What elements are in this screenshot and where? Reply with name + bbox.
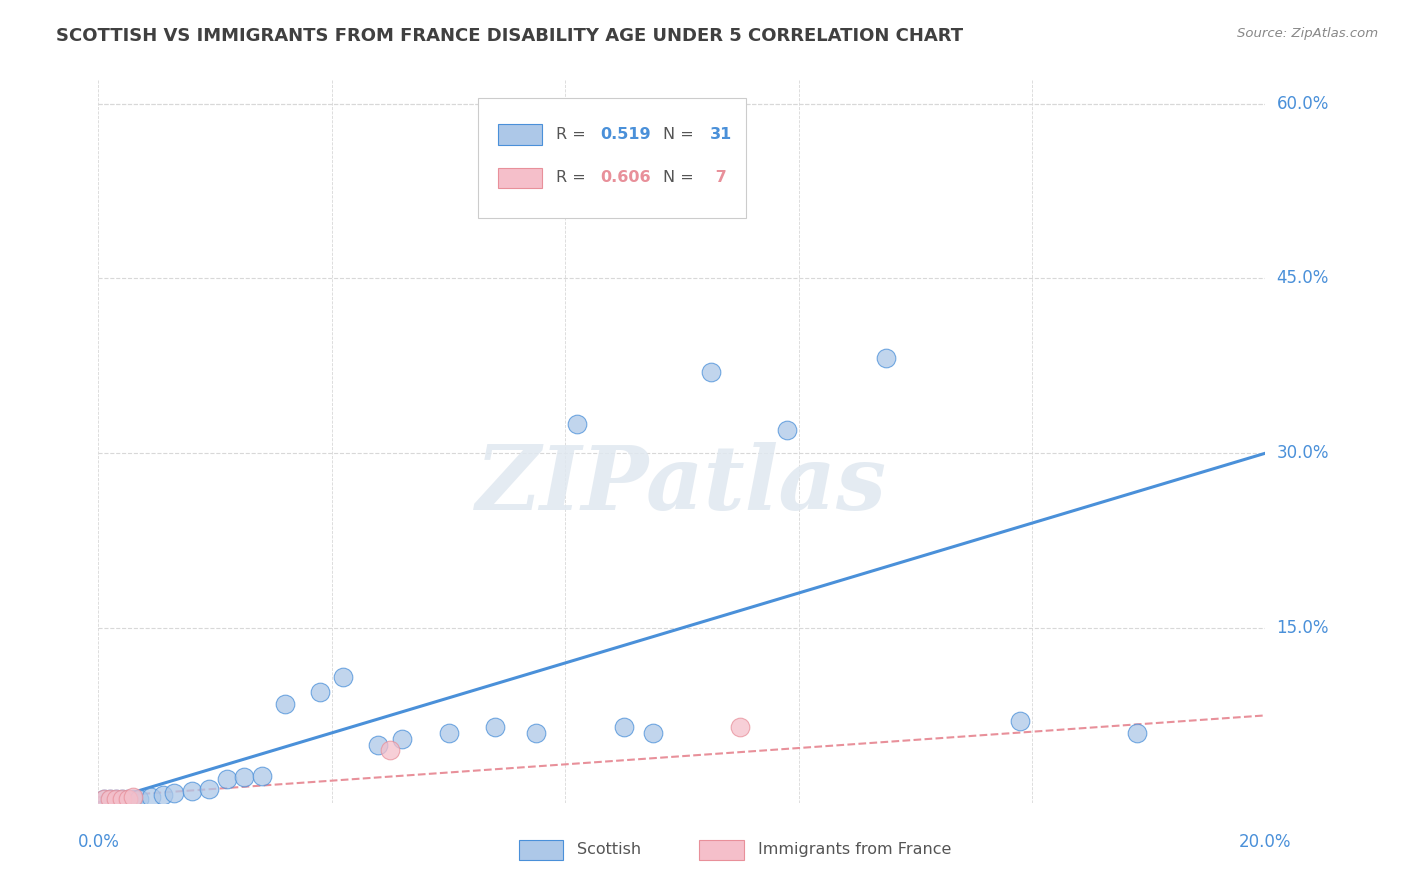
Point: [875, 351, 897, 365]
Text: R =: R =: [555, 127, 591, 142]
Text: 0.606: 0.606: [600, 170, 651, 186]
Point: [163, 787, 186, 801]
Point: [1126, 726, 1149, 740]
Point: [332, 670, 354, 684]
Point: [274, 697, 297, 711]
Point: [391, 731, 413, 746]
Text: 0.519: 0.519: [600, 127, 651, 142]
Text: 30.0%: 30.0%: [1277, 444, 1329, 462]
Point: [98, 792, 121, 806]
Text: ZIPatlas: ZIPatlas: [477, 442, 887, 528]
Point: [93, 792, 115, 806]
Point: [111, 792, 134, 806]
Point: [128, 792, 150, 806]
Point: [139, 789, 162, 804]
Text: 15.0%: 15.0%: [1277, 619, 1329, 637]
Point: [700, 365, 723, 379]
Point: [730, 720, 752, 734]
Point: [117, 792, 139, 806]
Text: Scottish: Scottish: [576, 842, 641, 857]
Text: 20.0%: 20.0%: [1239, 833, 1292, 851]
Text: Immigrants from France: Immigrants from France: [758, 842, 950, 857]
Point: [93, 792, 115, 806]
Point: [612, 720, 634, 734]
Text: Source: ZipAtlas.com: Source: ZipAtlas.com: [1237, 27, 1378, 40]
FancyBboxPatch shape: [478, 98, 747, 218]
Point: [565, 417, 588, 431]
Point: [122, 792, 145, 806]
Text: SCOTTISH VS IMMIGRANTS FROM FRANCE DISABILITY AGE UNDER 5 CORRELATION CHART: SCOTTISH VS IMMIGRANTS FROM FRANCE DISAB…: [56, 27, 963, 45]
Point: [122, 789, 145, 804]
Point: [309, 685, 332, 699]
Text: 7: 7: [710, 170, 727, 186]
Point: [215, 772, 238, 787]
Point: [152, 788, 174, 802]
Point: [250, 769, 273, 783]
Point: [233, 770, 256, 784]
Point: [641, 726, 664, 740]
Point: [117, 792, 139, 806]
Point: [180, 784, 202, 798]
Point: [111, 792, 134, 806]
Text: N =: N =: [664, 170, 699, 186]
Text: N =: N =: [664, 127, 699, 142]
Point: [1010, 714, 1032, 729]
Point: [98, 792, 121, 806]
Point: [437, 726, 460, 740]
FancyBboxPatch shape: [519, 839, 562, 860]
Point: [198, 781, 221, 796]
FancyBboxPatch shape: [699, 839, 744, 860]
FancyBboxPatch shape: [498, 168, 541, 188]
Point: [367, 738, 389, 752]
Point: [776, 423, 799, 437]
Point: [104, 792, 127, 806]
FancyBboxPatch shape: [498, 124, 541, 145]
Point: [524, 726, 547, 740]
Point: [104, 792, 127, 806]
Text: 0.0%: 0.0%: [77, 833, 120, 851]
Text: 45.0%: 45.0%: [1277, 269, 1329, 287]
Point: [484, 720, 506, 734]
Text: 31: 31: [710, 127, 733, 142]
Point: [380, 743, 402, 757]
Text: 60.0%: 60.0%: [1277, 95, 1329, 112]
Text: R =: R =: [555, 170, 591, 186]
